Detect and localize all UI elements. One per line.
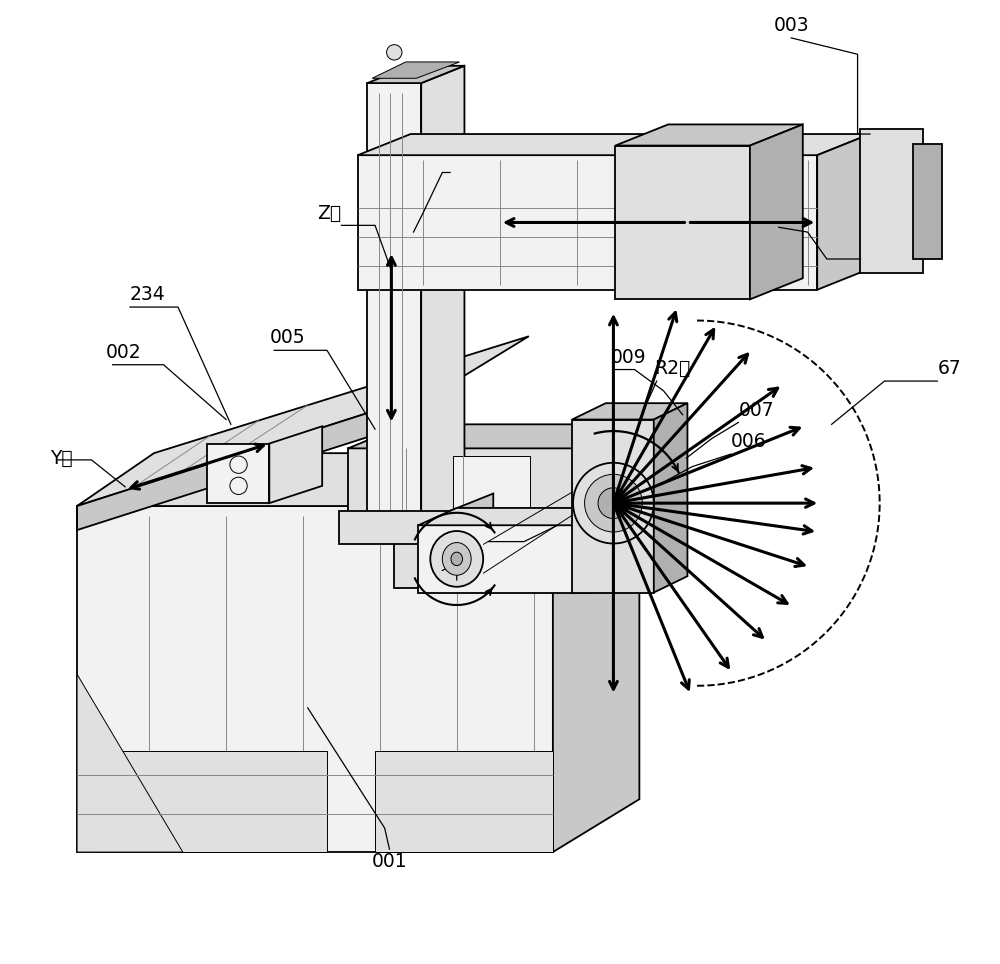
Text: Y轴: Y轴 bbox=[50, 448, 73, 468]
Circle shape bbox=[585, 474, 642, 532]
Text: 001: 001 bbox=[372, 852, 407, 871]
Text: 003: 003 bbox=[773, 16, 809, 35]
Polygon shape bbox=[269, 426, 322, 503]
Polygon shape bbox=[514, 511, 538, 588]
Polygon shape bbox=[375, 751, 553, 852]
Polygon shape bbox=[654, 403, 687, 593]
Polygon shape bbox=[96, 751, 327, 852]
Polygon shape bbox=[358, 155, 817, 290]
Polygon shape bbox=[453, 456, 530, 513]
Circle shape bbox=[387, 44, 402, 60]
Text: 006: 006 bbox=[731, 432, 766, 451]
Circle shape bbox=[573, 463, 654, 544]
Polygon shape bbox=[750, 124, 803, 300]
Polygon shape bbox=[572, 403, 687, 419]
Polygon shape bbox=[860, 129, 923, 274]
Polygon shape bbox=[394, 521, 447, 588]
Polygon shape bbox=[450, 494, 493, 545]
Polygon shape bbox=[348, 448, 596, 521]
Polygon shape bbox=[572, 419, 654, 593]
Text: Z轴: Z轴 bbox=[317, 203, 341, 223]
Ellipse shape bbox=[442, 543, 471, 576]
Ellipse shape bbox=[451, 552, 463, 566]
Polygon shape bbox=[615, 124, 803, 146]
Polygon shape bbox=[615, 146, 750, 300]
Circle shape bbox=[598, 488, 629, 519]
Polygon shape bbox=[358, 134, 870, 155]
Polygon shape bbox=[372, 62, 460, 78]
Text: X轴: X轴 bbox=[860, 237, 885, 256]
Polygon shape bbox=[462, 521, 514, 588]
Polygon shape bbox=[367, 83, 421, 525]
Polygon shape bbox=[77, 389, 442, 530]
Polygon shape bbox=[596, 424, 654, 521]
Text: R2轴: R2轴 bbox=[654, 360, 690, 378]
Polygon shape bbox=[553, 453, 639, 852]
Polygon shape bbox=[817, 134, 870, 290]
Text: 005: 005 bbox=[269, 329, 305, 347]
Polygon shape bbox=[421, 66, 464, 525]
Polygon shape bbox=[77, 674, 183, 852]
Text: 002: 002 bbox=[106, 343, 142, 362]
Polygon shape bbox=[367, 66, 464, 83]
Polygon shape bbox=[591, 508, 630, 593]
Text: R1轴: R1轴 bbox=[452, 544, 488, 563]
Ellipse shape bbox=[430, 531, 483, 587]
Polygon shape bbox=[77, 506, 553, 852]
Polygon shape bbox=[207, 443, 269, 503]
Text: 234: 234 bbox=[130, 285, 166, 305]
Polygon shape bbox=[913, 144, 942, 259]
Polygon shape bbox=[447, 511, 471, 588]
Polygon shape bbox=[77, 453, 639, 506]
Text: 008: 008 bbox=[425, 574, 460, 592]
Polygon shape bbox=[418, 508, 630, 525]
Text: 009: 009 bbox=[611, 348, 646, 366]
Polygon shape bbox=[339, 511, 450, 545]
Text: 67: 67 bbox=[937, 360, 961, 378]
Polygon shape bbox=[348, 424, 654, 448]
Text: 004: 004 bbox=[432, 150, 468, 170]
Polygon shape bbox=[418, 525, 591, 593]
Polygon shape bbox=[77, 336, 529, 506]
Text: 007: 007 bbox=[738, 400, 774, 419]
